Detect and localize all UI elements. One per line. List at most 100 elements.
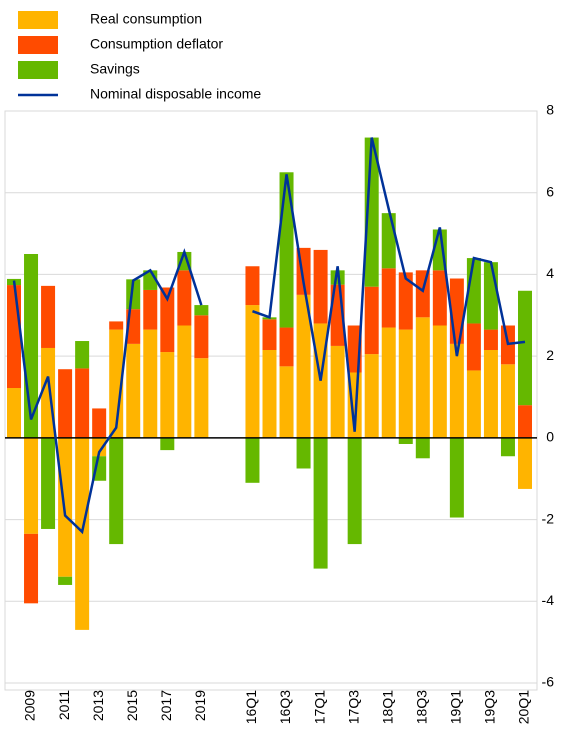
bar bbox=[296, 294, 311, 438]
bar bbox=[449, 343, 464, 438]
bar bbox=[41, 285, 56, 348]
bar bbox=[330, 345, 345, 438]
bar bbox=[364, 137, 379, 287]
bar bbox=[466, 370, 481, 438]
bar bbox=[24, 437, 39, 534]
x-tick-label: 19Q3 bbox=[482, 690, 498, 724]
x-tick-label: 2011 bbox=[56, 690, 72, 720]
bar bbox=[41, 437, 56, 529]
legend-swatch bbox=[18, 36, 58, 54]
y-tick-label: -2 bbox=[542, 510, 555, 526]
bar bbox=[245, 305, 260, 438]
y-tick-label: 4 bbox=[546, 265, 554, 281]
bar bbox=[415, 317, 430, 438]
bar bbox=[92, 456, 107, 481]
bar bbox=[518, 437, 532, 489]
bar bbox=[381, 268, 396, 328]
bar bbox=[398, 329, 413, 438]
bar bbox=[381, 213, 396, 269]
legend-label: Savings bbox=[90, 61, 140, 77]
x-tick-label: 18Q3 bbox=[414, 690, 430, 724]
bar bbox=[143, 329, 158, 438]
x-tick-label: 2009 bbox=[22, 690, 38, 721]
bar bbox=[92, 437, 107, 457]
y-tick-label: 2 bbox=[546, 347, 554, 363]
x-tick-label: 19Q1 bbox=[448, 690, 464, 724]
bar bbox=[500, 364, 515, 438]
bar bbox=[75, 341, 90, 369]
y-tick-label: 6 bbox=[546, 183, 554, 199]
x-tick-label: 18Q1 bbox=[379, 690, 395, 724]
bar bbox=[262, 319, 277, 351]
y-tick-label: -4 bbox=[542, 592, 555, 608]
bar bbox=[279, 327, 294, 367]
bar bbox=[262, 350, 277, 438]
bar bbox=[449, 437, 464, 518]
bar bbox=[75, 437, 90, 630]
bar bbox=[7, 388, 21, 438]
bar bbox=[109, 321, 124, 330]
bar bbox=[7, 285, 21, 389]
bar bbox=[313, 249, 328, 324]
bar bbox=[398, 272, 413, 330]
legend-label: Real consumption bbox=[90, 11, 202, 27]
bar bbox=[160, 437, 175, 451]
bar bbox=[245, 266, 260, 306]
bar bbox=[518, 290, 532, 406]
line bbox=[12, 137, 526, 535]
bar bbox=[58, 576, 73, 585]
bar bbox=[109, 329, 124, 438]
legend-label: Nominal disposable income bbox=[90, 86, 261, 102]
legend-swatch bbox=[18, 11, 58, 29]
bar bbox=[126, 343, 141, 438]
bar bbox=[245, 437, 260, 483]
x-tick-label: 2019 bbox=[192, 690, 208, 721]
y-tick-label: 8 bbox=[546, 102, 554, 118]
bar bbox=[415, 270, 430, 318]
bar bbox=[194, 358, 209, 438]
bar bbox=[432, 270, 447, 326]
bar bbox=[24, 533, 39, 604]
bar bbox=[364, 354, 379, 438]
x-tick-label: 16Q1 bbox=[243, 690, 259, 724]
bar bbox=[347, 437, 362, 545]
y-tick-label: -6 bbox=[542, 674, 555, 690]
x-tick-label: 17Q1 bbox=[311, 690, 327, 724]
bar bbox=[313, 437, 328, 569]
bar bbox=[58, 369, 73, 438]
bar bbox=[483, 329, 498, 351]
bar bbox=[483, 262, 498, 330]
y-tick-label: 0 bbox=[546, 429, 554, 445]
bar bbox=[279, 172, 294, 328]
bar bbox=[415, 437, 430, 459]
x-tick-label: 2017 bbox=[158, 690, 174, 721]
legend-swatch bbox=[18, 61, 58, 79]
bar bbox=[75, 368, 90, 438]
bar bbox=[92, 408, 107, 438]
bar bbox=[381, 327, 396, 438]
bar bbox=[177, 325, 192, 438]
bar bbox=[296, 437, 311, 469]
bar bbox=[160, 287, 175, 353]
bar bbox=[364, 286, 379, 355]
bar bbox=[109, 437, 124, 545]
legend-label: Consumption deflator bbox=[90, 36, 223, 52]
bar bbox=[160, 352, 175, 438]
x-tick-label: 2015 bbox=[124, 690, 140, 721]
x-tick-label: 16Q3 bbox=[277, 690, 293, 724]
bar bbox=[143, 289, 158, 330]
bar bbox=[194, 305, 209, 316]
bar bbox=[398, 437, 413, 444]
bar bbox=[432, 325, 447, 438]
bar bbox=[466, 323, 481, 371]
x-tick-label: 2013 bbox=[90, 690, 106, 721]
bar bbox=[194, 315, 209, 359]
bar bbox=[279, 366, 294, 438]
x-tick-label: 17Q3 bbox=[345, 690, 361, 724]
bar bbox=[483, 350, 498, 438]
bar bbox=[500, 437, 515, 457]
bar bbox=[177, 270, 192, 326]
bar bbox=[518, 405, 532, 438]
x-tick-label: 20Q1 bbox=[516, 690, 532, 724]
